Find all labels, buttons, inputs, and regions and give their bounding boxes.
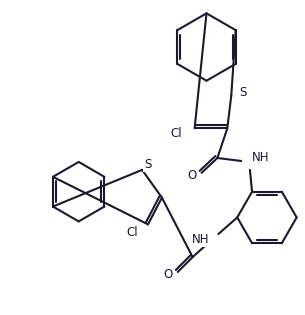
Text: S: S — [144, 158, 152, 171]
Text: O: O — [163, 268, 173, 281]
Text: Cl: Cl — [170, 127, 182, 140]
Text: O: O — [187, 169, 196, 182]
Text: NH: NH — [192, 233, 210, 246]
Text: NH: NH — [252, 152, 270, 164]
Text: S: S — [239, 86, 246, 99]
Text: Cl: Cl — [127, 226, 138, 239]
